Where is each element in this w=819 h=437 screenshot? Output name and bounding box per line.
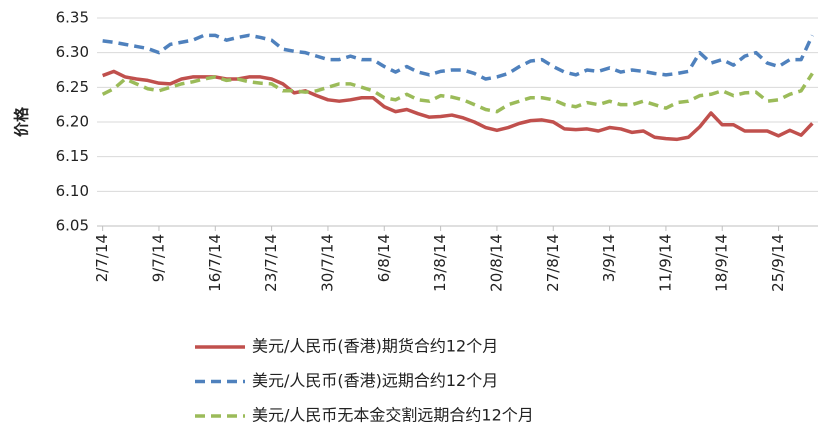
y-tick-label: 6.15 xyxy=(56,147,89,165)
x-tick-label: 9/7/14 xyxy=(149,234,167,282)
y-axis-label: 价格 xyxy=(13,106,31,137)
x-tick-label: 23/7/14 xyxy=(262,234,280,292)
x-tick-label: 30/7/14 xyxy=(318,234,336,292)
legend-label: 美元/人民币(香港)期货合约12个月 xyxy=(252,337,498,356)
x-tick-label: 13/8/14 xyxy=(431,234,449,292)
x-tick-label: 16/7/14 xyxy=(206,234,224,292)
x-tick-label: 27/8/14 xyxy=(544,234,562,292)
x-tick-label: 11/9/14 xyxy=(656,234,674,292)
series-line xyxy=(101,72,814,114)
series-line xyxy=(102,69,814,142)
y-tick-label: 6.20 xyxy=(56,113,89,131)
x-tick-label: 18/9/14 xyxy=(713,234,731,292)
legend-label: 美元/人民币无本金交割远期合约12个月 xyxy=(252,406,534,425)
x-tick-label: 6/8/14 xyxy=(375,234,393,282)
series-line xyxy=(102,33,814,81)
y-tick-label: 6.10 xyxy=(56,182,89,200)
y-tick-label: 6.25 xyxy=(56,78,89,96)
x-tick-label: 25/9/14 xyxy=(769,234,787,292)
y-tick-label: 6.35 xyxy=(56,9,89,27)
y-tick-label: 6.05 xyxy=(56,217,89,235)
x-tick-label: 20/8/14 xyxy=(487,234,505,292)
y-tick-label: 6.30 xyxy=(56,43,89,61)
x-tick-label: 3/9/14 xyxy=(600,234,618,282)
x-tick-label: 2/7/14 xyxy=(93,234,111,282)
legend-label: 美元/人民币(香港)远期合约12个月 xyxy=(252,371,498,390)
